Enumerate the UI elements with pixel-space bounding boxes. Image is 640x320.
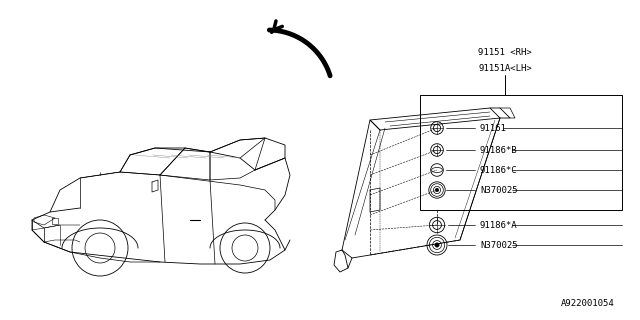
Circle shape [435,188,439,192]
Text: 91151 <RH>: 91151 <RH> [478,47,532,57]
Text: 91186*B: 91186*B [480,146,518,155]
Circle shape [433,186,440,194]
Circle shape [433,241,442,249]
Text: 91161: 91161 [480,124,507,132]
Text: N370025: N370025 [480,241,518,250]
Text: A922001054: A922001054 [561,299,615,308]
Text: 91151A<LH>: 91151A<LH> [478,63,532,73]
Text: 91186*C: 91186*C [480,165,518,174]
Circle shape [435,243,439,247]
Text: 91186*A: 91186*A [480,220,518,229]
Bar [420,95,622,210]
Text: N370025: N370025 [480,186,518,195]
